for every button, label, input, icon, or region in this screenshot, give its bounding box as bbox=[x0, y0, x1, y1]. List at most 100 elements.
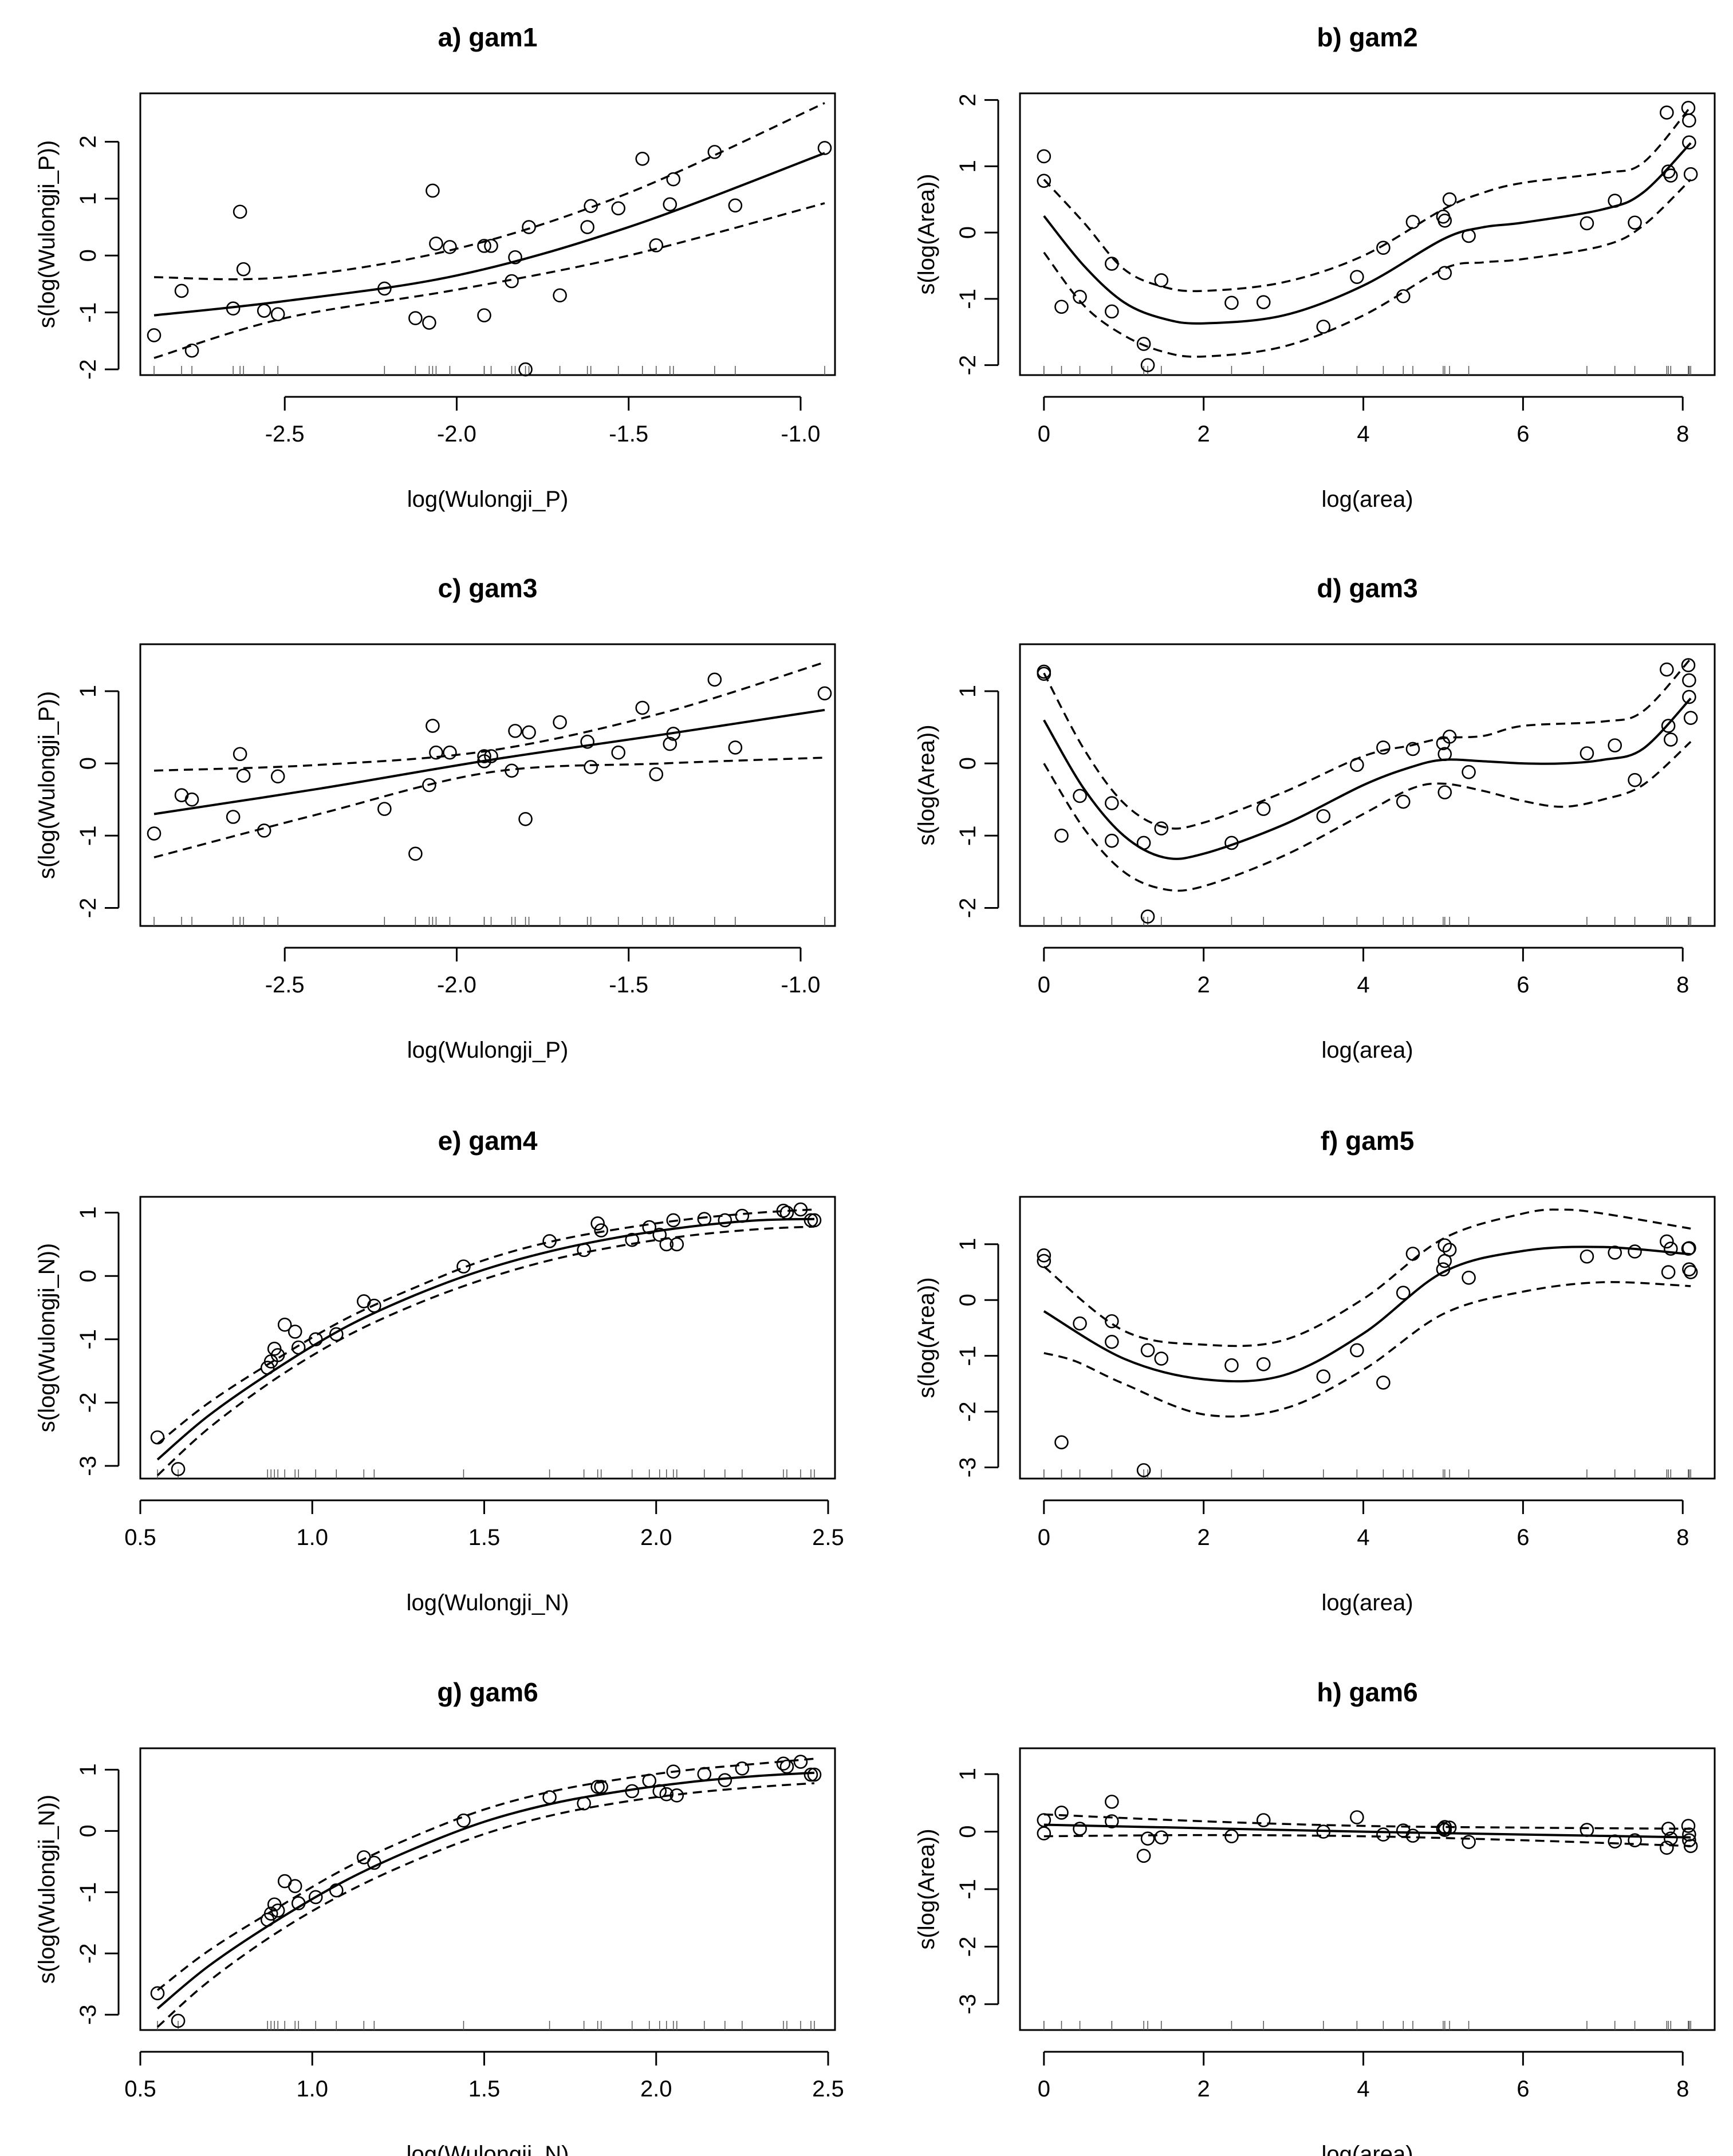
x-tick-label: 6 bbox=[1517, 2076, 1529, 2102]
upper-ci-line bbox=[156, 1208, 815, 1445]
x-tick-label: -1.5 bbox=[609, 421, 648, 447]
data-point bbox=[1437, 1238, 1452, 1253]
data-point bbox=[659, 1237, 674, 1252]
x-axis-title: log(area) bbox=[1321, 487, 1413, 512]
data-point bbox=[635, 700, 650, 715]
data-point bbox=[553, 288, 567, 303]
data-point bbox=[1683, 167, 1698, 182]
panel-title: f) gam5 bbox=[1321, 1126, 1415, 1156]
x-axis-title: log(Wulongji_N) bbox=[407, 1590, 569, 1615]
data-point bbox=[505, 274, 519, 289]
data-point bbox=[1462, 228, 1476, 243]
data-point bbox=[1073, 789, 1087, 803]
data-point bbox=[1580, 746, 1594, 760]
y-tick-label: -2 bbox=[955, 1401, 980, 1422]
y-tick-label: -3 bbox=[955, 1994, 980, 2015]
data-point bbox=[505, 763, 519, 778]
y-tick-label: 0 bbox=[76, 1824, 101, 1837]
x-tick-label: -1.5 bbox=[609, 972, 648, 998]
y-axis-title: s(log(Area)) bbox=[914, 1277, 939, 1398]
data-point bbox=[807, 1213, 822, 1228]
data-point bbox=[666, 1764, 681, 1779]
data-point bbox=[663, 736, 678, 751]
data-point bbox=[1037, 1254, 1051, 1268]
data-point bbox=[779, 1205, 794, 1220]
data-point bbox=[594, 1780, 608, 1794]
data-point bbox=[1376, 740, 1391, 755]
data-point bbox=[1437, 747, 1452, 762]
x-tick-label: 4 bbox=[1357, 1525, 1369, 1550]
x-axis-title: log(Wulongji_P) bbox=[407, 487, 569, 512]
data-point bbox=[1405, 1828, 1420, 1843]
data-point bbox=[1073, 1316, 1087, 1331]
data-point bbox=[1628, 1244, 1642, 1259]
y-tick-label: -1 bbox=[76, 1882, 101, 1903]
data-point bbox=[1664, 168, 1678, 183]
data-point bbox=[1580, 216, 1594, 231]
data-point bbox=[518, 811, 533, 826]
data-point bbox=[1140, 358, 1155, 372]
data-point bbox=[233, 204, 247, 219]
data-point bbox=[728, 740, 743, 755]
data-point bbox=[707, 145, 722, 159]
data-point bbox=[652, 1228, 667, 1242]
data-point bbox=[1442, 1243, 1457, 1257]
data-point bbox=[377, 802, 392, 816]
data-point bbox=[807, 1767, 822, 1782]
data-point bbox=[1037, 1248, 1051, 1263]
data-point bbox=[147, 826, 162, 841]
panel-title: h) gam6 bbox=[1317, 1677, 1417, 1707]
data-point bbox=[150, 1986, 165, 2001]
data-point bbox=[287, 1325, 302, 1339]
x-tick-label: 8 bbox=[1676, 1525, 1689, 1550]
data-point bbox=[1580, 1823, 1594, 1837]
data-point bbox=[308, 1890, 323, 1905]
lower-ci-line bbox=[1043, 179, 1692, 358]
x-tick-label: -2.0 bbox=[437, 972, 476, 998]
data-point bbox=[1660, 662, 1674, 677]
data-point bbox=[1105, 1814, 1119, 1828]
panel-d: d) gam3 0 2 4 6 8 -2 -1 0 1 log(area) s(log(Area)) bbox=[914, 573, 1716, 1063]
data-point bbox=[367, 1855, 381, 1870]
y-tick-label: 2 bbox=[955, 93, 980, 106]
data-point bbox=[1405, 1247, 1420, 1261]
x-axis-title: log(area) bbox=[1321, 2142, 1413, 2156]
x-tick-label: 4 bbox=[1357, 421, 1369, 447]
plot-frame bbox=[1019, 92, 1716, 376]
y-axis-title: s(log(Wulongji_N)) bbox=[34, 1795, 60, 1984]
x-tick-label: 0 bbox=[1038, 2076, 1050, 2102]
y-tick-label: -1 bbox=[76, 826, 101, 846]
x-tick-label: 0 bbox=[1038, 421, 1050, 447]
data-point bbox=[477, 749, 491, 763]
data-point bbox=[1661, 1822, 1676, 1836]
data-point bbox=[1316, 1824, 1331, 1839]
data-point bbox=[1105, 1335, 1119, 1349]
panel-a: a) gam1 -2.5 -2.0 -1.5 -1.0 -2 -1 0 1 2 log(Wulong… bbox=[34, 22, 836, 512]
data-point bbox=[1224, 835, 1239, 850]
panel-title: c) gam3 bbox=[438, 573, 538, 603]
data-point bbox=[735, 1761, 750, 1776]
y-tick-label: -2 bbox=[76, 359, 101, 380]
data-point bbox=[1405, 742, 1420, 756]
data-point bbox=[291, 1896, 306, 1910]
data-point bbox=[377, 281, 392, 296]
data-point bbox=[1054, 829, 1069, 843]
x-tick-label: 8 bbox=[1676, 421, 1689, 447]
x-tick-label: -2.5 bbox=[265, 972, 305, 998]
fit-line bbox=[156, 1217, 815, 1461]
data-point bbox=[1660, 1234, 1674, 1249]
data-point bbox=[1396, 289, 1411, 304]
y-tick-label: -2 bbox=[76, 1393, 101, 1413]
data-point bbox=[1037, 174, 1051, 188]
data-point bbox=[1154, 821, 1169, 835]
data-point bbox=[1683, 1265, 1698, 1279]
data-point bbox=[236, 768, 251, 783]
data-point bbox=[1462, 1835, 1476, 1849]
y-tick-label: -2 bbox=[955, 1937, 980, 1957]
upper-ci-line bbox=[154, 102, 825, 281]
data-point bbox=[1442, 730, 1457, 744]
data-point bbox=[1136, 337, 1151, 351]
x-axis-title: log(area) bbox=[1321, 1038, 1413, 1063]
x-tick-label: 4 bbox=[1357, 972, 1369, 998]
data-point bbox=[1136, 835, 1151, 850]
